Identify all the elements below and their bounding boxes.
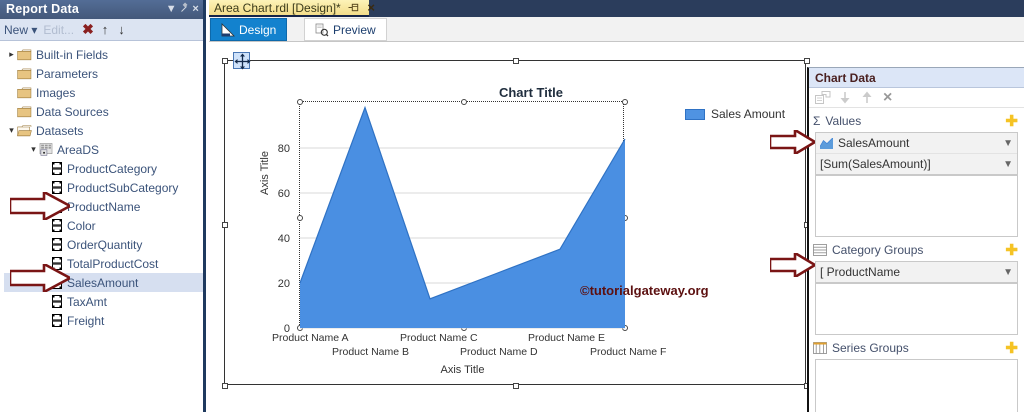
svg-text:40: 40 (278, 233, 290, 245)
svg-text:60: 60 (278, 188, 290, 200)
svg-text:20: 20 (278, 278, 290, 290)
svg-text:80: 80 (278, 143, 290, 155)
